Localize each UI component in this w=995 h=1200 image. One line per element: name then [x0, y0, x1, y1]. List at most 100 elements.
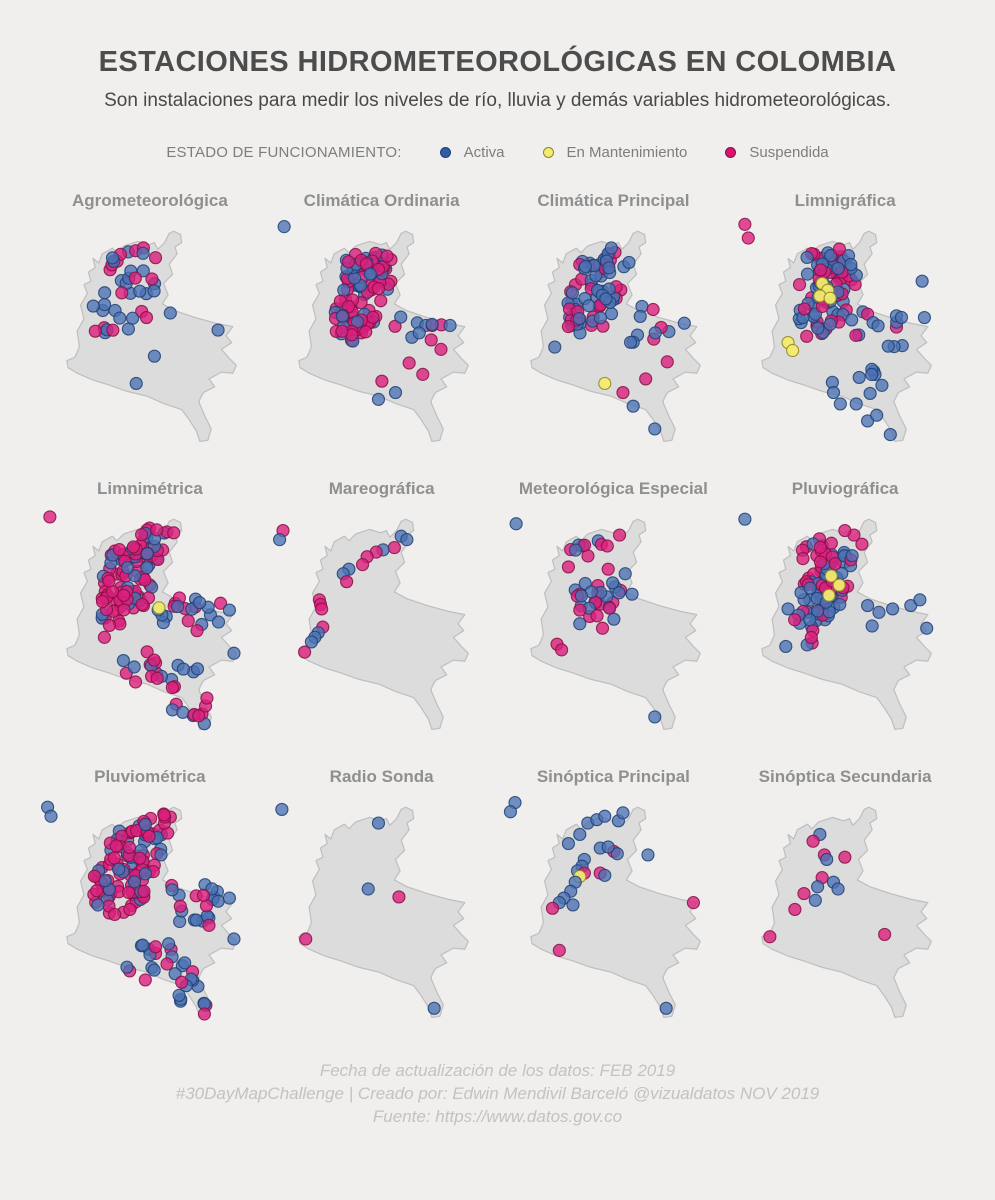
station-point — [647, 422, 661, 436]
facet: Sinóptica Secundaria — [729, 759, 961, 1039]
station-point — [872, 605, 886, 619]
station-point — [297, 645, 311, 659]
station-point — [154, 848, 168, 862]
station-point — [883, 427, 898, 442]
station-point — [838, 850, 852, 864]
station-point — [336, 283, 351, 297]
station-point — [86, 299, 100, 313]
station-point — [107, 851, 121, 865]
station-point — [211, 615, 226, 629]
station-point — [561, 560, 575, 574]
station-point — [598, 292, 613, 306]
station-point — [918, 310, 932, 325]
station-point — [845, 313, 859, 327]
station-point — [568, 543, 582, 557]
station-point — [593, 311, 607, 325]
station-point — [142, 829, 156, 843]
facet-title: Pluviográfica — [791, 479, 899, 498]
station-point — [881, 339, 896, 353]
station-point — [272, 533, 286, 547]
station-point — [875, 378, 889, 392]
station-point — [371, 281, 385, 296]
station-point — [202, 918, 216, 932]
station-point — [140, 561, 154, 575]
station-point — [645, 302, 660, 317]
station-point — [117, 588, 131, 602]
station-point — [181, 614, 195, 628]
station-point — [793, 278, 807, 292]
station-point — [660, 355, 674, 369]
station-point — [865, 619, 879, 633]
facet: Climática Ordinaria — [266, 183, 498, 463]
station-point — [373, 294, 388, 308]
station-point — [88, 324, 102, 338]
page-subtitle: Son instalaciones para medir los niveles… — [104, 90, 891, 111]
station-point — [677, 316, 691, 330]
legend-item-suspendida: Suspendida — [725, 144, 829, 161]
station-point — [122, 885, 136, 900]
station-point — [106, 323, 120, 337]
station-point — [163, 306, 177, 320]
station-point — [172, 988, 186, 1002]
station-point — [833, 242, 847, 256]
station-point — [615, 806, 630, 820]
station-point — [434, 342, 448, 356]
facet: Limnigráfica — [729, 183, 961, 463]
station-point — [604, 307, 618, 321]
station-point — [814, 263, 828, 277]
station-point — [134, 528, 149, 542]
station-point — [160, 957, 174, 971]
station-points — [509, 517, 661, 724]
station-point — [87, 869, 102, 883]
station-point — [606, 612, 620, 626]
colombia-land — [761, 806, 933, 1019]
facet-grid: Agrometeorológica Climática Ordinaria Cl… — [0, 183, 995, 1039]
station-point — [648, 326, 662, 340]
station-point — [113, 311, 127, 325]
legend-item-label: En Mantenimiento — [566, 144, 688, 161]
station-point — [147, 963, 161, 977]
station-points — [763, 827, 892, 944]
station-points — [41, 800, 241, 1021]
colombia-map — [738, 512, 934, 731]
station-point — [597, 809, 611, 823]
station-point — [509, 517, 523, 531]
station-point — [565, 286, 579, 300]
station-point — [127, 660, 141, 674]
station-point — [788, 902, 802, 917]
station-point — [838, 523, 852, 538]
footer-update-date: Fecha de actualización de los datos: FEB… — [319, 1061, 676, 1080]
station-point — [314, 602, 328, 616]
station-point — [806, 834, 820, 848]
facet-title: Climática Ordinaria — [303, 191, 460, 210]
station-point — [120, 560, 135, 575]
page-title: ESTACIONES HIDROMETEOROLÓGICAS EN COLOMB… — [98, 46, 897, 78]
station-point — [600, 539, 614, 553]
station-points — [503, 796, 700, 1015]
station-point — [128, 569, 142, 583]
station-points — [277, 220, 457, 406]
facet-title: Climática Principal — [537, 191, 690, 210]
station-point — [823, 317, 837, 331]
station-point — [831, 261, 845, 276]
station-point — [878, 927, 892, 942]
station-point — [741, 231, 756, 245]
station-point — [796, 552, 810, 566]
station-point — [844, 257, 858, 272]
colombia-map — [66, 230, 237, 443]
station-point — [833, 397, 848, 411]
station-point — [597, 868, 611, 882]
station-point — [355, 558, 369, 572]
station-points — [738, 217, 932, 442]
facet-title: Limnigráfica — [794, 191, 896, 210]
station-point — [162, 937, 176, 951]
station-point — [547, 340, 561, 354]
station-point — [597, 376, 611, 391]
station-point — [190, 624, 204, 638]
station-point — [503, 805, 517, 819]
station-point — [811, 604, 825, 618]
station-point — [824, 569, 839, 583]
station-point — [813, 540, 828, 554]
station-point — [572, 311, 586, 326]
station-point — [136, 938, 150, 952]
